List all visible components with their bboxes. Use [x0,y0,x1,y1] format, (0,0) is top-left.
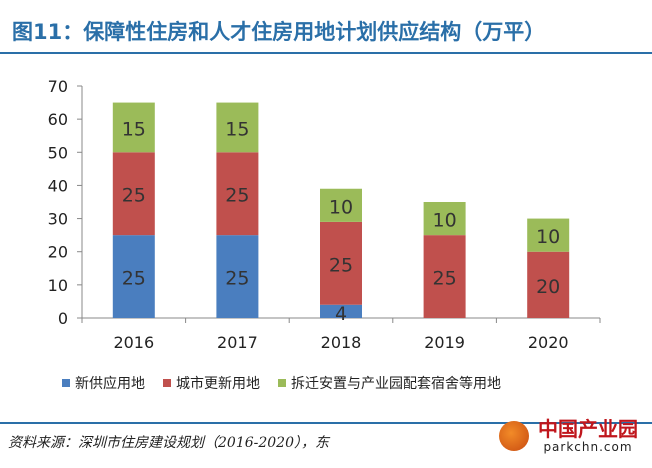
bar-segment [320,304,362,318]
bar-data-label: 10 [433,210,457,232]
bar-data-label: 25 [225,268,249,290]
chart-title: 图11：保障性住房和人才住房用地计划供应结构（万平） [12,20,546,44]
bar-data-label: 25 [225,185,249,207]
bar-data-label: 25 [329,254,353,276]
legend-swatch [278,379,286,387]
bar-data-label: 15 [122,118,146,140]
bar-segment [216,152,259,236]
x-tick-label: 2019 [424,333,465,352]
watermark-logo-icon [498,421,529,451]
bar-segment [423,202,466,236]
legend-item: 拆迁安置与产业园配套宿舍等用地 [278,373,501,393]
y-tick-label: 0 [58,309,68,328]
legend-label: 拆迁安置与产业园配套宿舍等用地 [291,376,501,392]
bar-segment [216,102,259,153]
x-axis: 2016 2017 2018 2019 2020 [81,317,601,352]
bar-data-label: 10 [536,226,560,248]
y-tick-label: 10 [48,276,68,295]
legend-label: 城市更新用地 [176,376,260,392]
source-note: 资料来源：深圳市住房建设规划（2016-2020），东 [8,435,329,451]
watermark-sub: parkchn.com [543,440,633,454]
legend-item: 新供应用地 [62,373,145,393]
title-divider [0,52,652,54]
y-tick-label: 70 [48,77,68,96]
y-tick-label: 30 [48,210,68,229]
y-tick-label: 40 [48,176,68,195]
source-divider [0,422,652,424]
bar-segment [423,235,466,318]
legend-swatch [62,379,70,387]
bar-data-label: 25 [122,268,146,290]
watermark: 中国产业园 parkchn.com [498,417,638,454]
bar-segment [527,251,570,318]
bar-segment [320,188,362,222]
bar-segment [112,235,155,318]
legend-label: 新供应用地 [75,376,145,392]
bar-data-label: 10 [329,196,353,218]
x-tick-label: 2017 [217,333,258,352]
bar-data-label: 25 [433,268,457,290]
y-axis: 0 10 20 30 40 50 60 70 [48,77,83,328]
legend-item: 城市更新用地 [163,373,260,393]
legend-swatch [163,379,171,387]
bar-segment [320,221,362,305]
bar-segment [112,102,155,153]
bar-data-label: 4 [335,303,347,325]
legend: 新供应用地 城市更新用地 拆迁安置与产业园配套宿舍等用地 [62,373,501,393]
bar-data-label: 25 [122,185,146,207]
bar-data-label: 15 [225,118,249,140]
y-tick-label: 50 [48,143,68,162]
y-tick-label: 60 [48,110,68,129]
x-tick-label: 2018 [321,333,362,352]
bar-segment [112,152,155,236]
y-tick-label: 20 [48,243,68,262]
watermark-main: 中国产业园 [538,417,638,441]
x-tick-label: 2016 [113,333,154,352]
bar-segment [216,235,259,318]
bars: 25 25 15 25 25 15 4 25 10 25 10 20 10 [112,102,570,325]
bar-segment [527,218,570,252]
bar-data-label: 20 [536,276,560,298]
x-tick-label: 2020 [528,333,569,352]
